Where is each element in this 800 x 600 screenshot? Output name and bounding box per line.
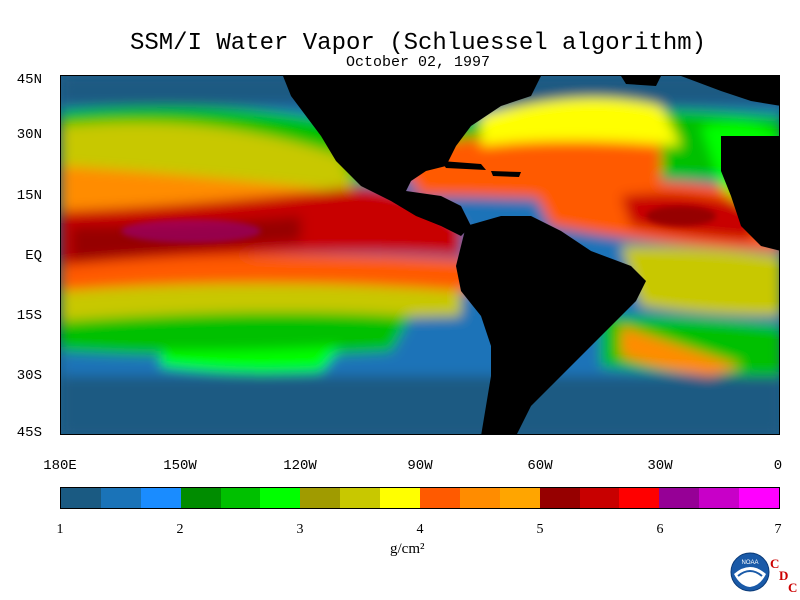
colorbar-swatch	[100, 488, 141, 508]
colorbar-swatch	[539, 488, 580, 508]
colorbar-tick: 1	[56, 522, 64, 537]
colorbar-swatch	[459, 488, 500, 508]
lon-label: 0	[773, 458, 783, 474]
colorbar-swatch	[61, 488, 101, 508]
colorbar-swatch	[619, 488, 660, 508]
colorbar-swatch	[499, 488, 540, 508]
colorbar-swatch	[180, 488, 221, 508]
noaa-logo-icon: NOAA	[730, 552, 770, 592]
cdc-letter: D	[779, 568, 789, 583]
colorbar-swatch	[140, 488, 181, 508]
colorbar-swatch	[659, 488, 700, 508]
chart-date: October 02, 1997	[345, 54, 491, 71]
colorbar-tick: 7	[774, 522, 782, 537]
lon-label: 150W	[163, 458, 197, 474]
colorbar-swatch	[579, 488, 620, 508]
colorbar-swatch	[340, 488, 381, 508]
colorbar-swatch	[739, 488, 780, 508]
lat-label: 30S	[16, 368, 42, 384]
colorbar-tick: 4	[416, 522, 424, 537]
svg-text:NOAA: NOAA	[741, 560, 758, 566]
land-mass	[283, 76, 779, 434]
lon-label: 90W	[407, 458, 433, 474]
lat-label: 30N	[16, 127, 42, 143]
colorbar-swatch	[260, 488, 301, 508]
lon-label: 120W	[283, 458, 317, 474]
lat-label: 45N	[16, 72, 42, 88]
colorbar	[60, 487, 780, 509]
colorbar-tick: 2	[176, 522, 184, 537]
colorbar-swatch	[699, 488, 740, 508]
cdc-letter: C	[788, 580, 798, 595]
colorbar-tick: 6	[656, 522, 664, 537]
colorbar-units: g/cm²	[390, 541, 425, 557]
colorbar-swatch	[300, 488, 341, 508]
colorbar-swatch	[420, 488, 460, 508]
colorbar-tick: 3	[296, 522, 304, 537]
cdc-letter: C	[770, 556, 780, 571]
colorbar-swatch	[220, 488, 261, 508]
lon-label: 180E	[43, 458, 77, 474]
lat-label: 15N	[16, 188, 42, 204]
lat-label: 45S	[16, 425, 42, 441]
chart-title: SSM/I Water Vapor (Schluessel algorithm)	[129, 30, 707, 57]
lat-label: EQ	[25, 248, 42, 264]
lon-label: 30W	[647, 458, 673, 474]
colorbar-swatch	[380, 488, 421, 508]
water-vapor-map	[60, 75, 780, 435]
colorbar-tick: 5	[536, 522, 544, 537]
lat-label: 15S	[16, 308, 42, 324]
lon-label: 60W	[527, 458, 553, 474]
